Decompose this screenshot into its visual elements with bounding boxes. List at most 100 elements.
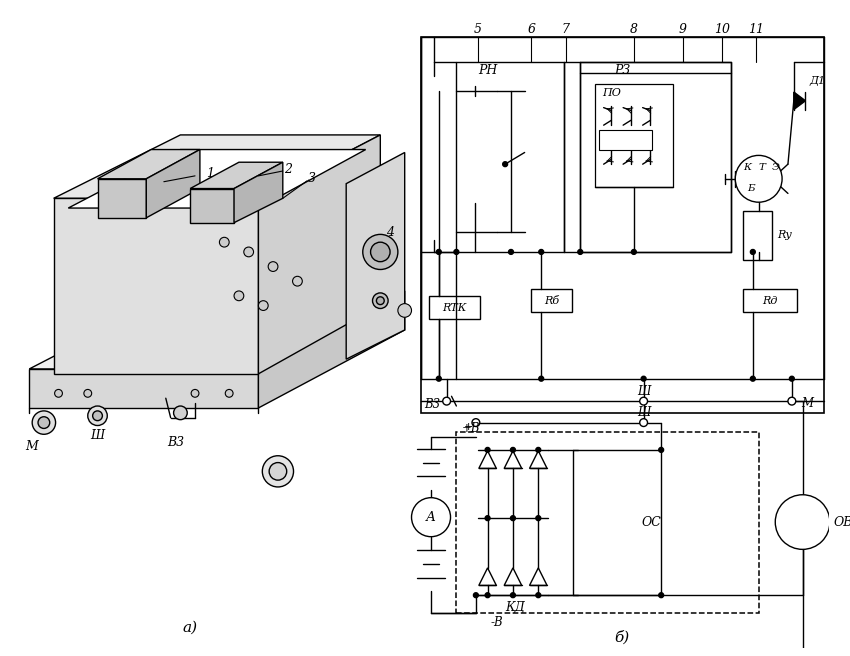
Circle shape xyxy=(411,498,450,537)
Polygon shape xyxy=(98,179,146,218)
Circle shape xyxy=(472,419,479,426)
Circle shape xyxy=(191,390,199,398)
Bar xyxy=(422,37,824,413)
Circle shape xyxy=(363,234,398,270)
Text: К: К xyxy=(743,163,751,172)
Circle shape xyxy=(371,242,390,262)
Bar xyxy=(531,289,572,312)
Polygon shape xyxy=(190,162,283,188)
Text: -В: -В xyxy=(490,616,503,629)
Text: 3: 3 xyxy=(308,173,316,185)
Text: 2: 2 xyxy=(284,163,292,176)
Text: Э: Э xyxy=(773,163,780,172)
Text: 8: 8 xyxy=(630,23,638,36)
Text: Д1: Д1 xyxy=(809,76,825,87)
Text: 1: 1 xyxy=(206,167,213,180)
Text: +В: +В xyxy=(462,422,479,435)
Circle shape xyxy=(454,249,459,255)
Bar xyxy=(743,211,773,260)
Text: М: М xyxy=(802,397,813,409)
Circle shape xyxy=(225,390,233,398)
Text: 5: 5 xyxy=(473,23,482,36)
Bar xyxy=(743,289,796,312)
Circle shape xyxy=(539,377,544,381)
Polygon shape xyxy=(504,568,522,585)
Circle shape xyxy=(54,390,62,398)
Circle shape xyxy=(511,516,515,521)
Polygon shape xyxy=(29,369,258,408)
Circle shape xyxy=(659,447,664,453)
Circle shape xyxy=(511,447,515,453)
Circle shape xyxy=(788,398,796,405)
Polygon shape xyxy=(146,150,200,218)
Polygon shape xyxy=(98,150,200,179)
Polygon shape xyxy=(258,135,380,374)
Circle shape xyxy=(511,593,515,598)
Polygon shape xyxy=(479,451,496,468)
Polygon shape xyxy=(794,92,806,110)
Bar xyxy=(429,296,479,319)
Circle shape xyxy=(436,377,441,381)
Circle shape xyxy=(258,300,268,310)
Circle shape xyxy=(263,456,293,487)
Circle shape xyxy=(443,398,451,405)
Text: Б: Б xyxy=(747,184,755,193)
Text: Rб: Rб xyxy=(544,296,559,306)
Polygon shape xyxy=(530,568,547,585)
Polygon shape xyxy=(479,568,496,585)
Circle shape xyxy=(632,249,637,255)
Bar xyxy=(581,62,731,252)
Text: ОВ: ОВ xyxy=(834,516,850,529)
Text: Ш: Ш xyxy=(637,385,650,398)
Circle shape xyxy=(536,593,541,598)
Circle shape xyxy=(372,293,388,308)
Text: В3: В3 xyxy=(167,436,184,449)
Circle shape xyxy=(234,291,244,300)
Text: ОС: ОС xyxy=(642,516,661,529)
Text: +: + xyxy=(463,422,473,432)
Polygon shape xyxy=(346,152,405,359)
Text: Rд: Rд xyxy=(762,296,777,306)
Circle shape xyxy=(485,516,490,521)
Text: 10: 10 xyxy=(714,23,729,36)
Bar xyxy=(456,62,564,252)
Bar xyxy=(456,432,759,613)
Circle shape xyxy=(751,377,756,381)
Circle shape xyxy=(659,593,664,598)
Circle shape xyxy=(244,247,253,256)
Bar xyxy=(595,84,673,186)
Polygon shape xyxy=(234,162,283,222)
Text: Ш: Ш xyxy=(90,429,105,441)
Circle shape xyxy=(640,398,648,405)
Polygon shape xyxy=(68,150,366,208)
Polygon shape xyxy=(29,291,405,369)
Circle shape xyxy=(398,304,411,318)
Circle shape xyxy=(640,419,648,426)
Text: М: М xyxy=(25,440,37,453)
Text: КД: КД xyxy=(505,602,524,615)
Polygon shape xyxy=(54,198,258,374)
Circle shape xyxy=(508,249,513,255)
Text: 11: 11 xyxy=(748,23,764,36)
Polygon shape xyxy=(258,291,405,408)
Circle shape xyxy=(539,249,544,255)
Text: Т: Т xyxy=(758,163,765,172)
Text: ПО: ПО xyxy=(603,88,621,98)
Text: В3: В3 xyxy=(425,398,441,411)
Text: б): б) xyxy=(615,630,630,644)
Circle shape xyxy=(377,297,384,304)
Circle shape xyxy=(173,406,187,420)
Polygon shape xyxy=(530,451,547,468)
Circle shape xyxy=(485,593,490,598)
Text: Rу: Rу xyxy=(777,230,792,240)
Polygon shape xyxy=(504,451,522,468)
Circle shape xyxy=(268,262,278,272)
Circle shape xyxy=(473,593,479,598)
Circle shape xyxy=(502,162,507,167)
Bar xyxy=(598,130,653,150)
Circle shape xyxy=(775,495,830,549)
Text: Ш: Ш xyxy=(637,406,650,419)
Circle shape xyxy=(292,276,303,286)
Circle shape xyxy=(269,462,286,480)
Circle shape xyxy=(93,411,102,420)
